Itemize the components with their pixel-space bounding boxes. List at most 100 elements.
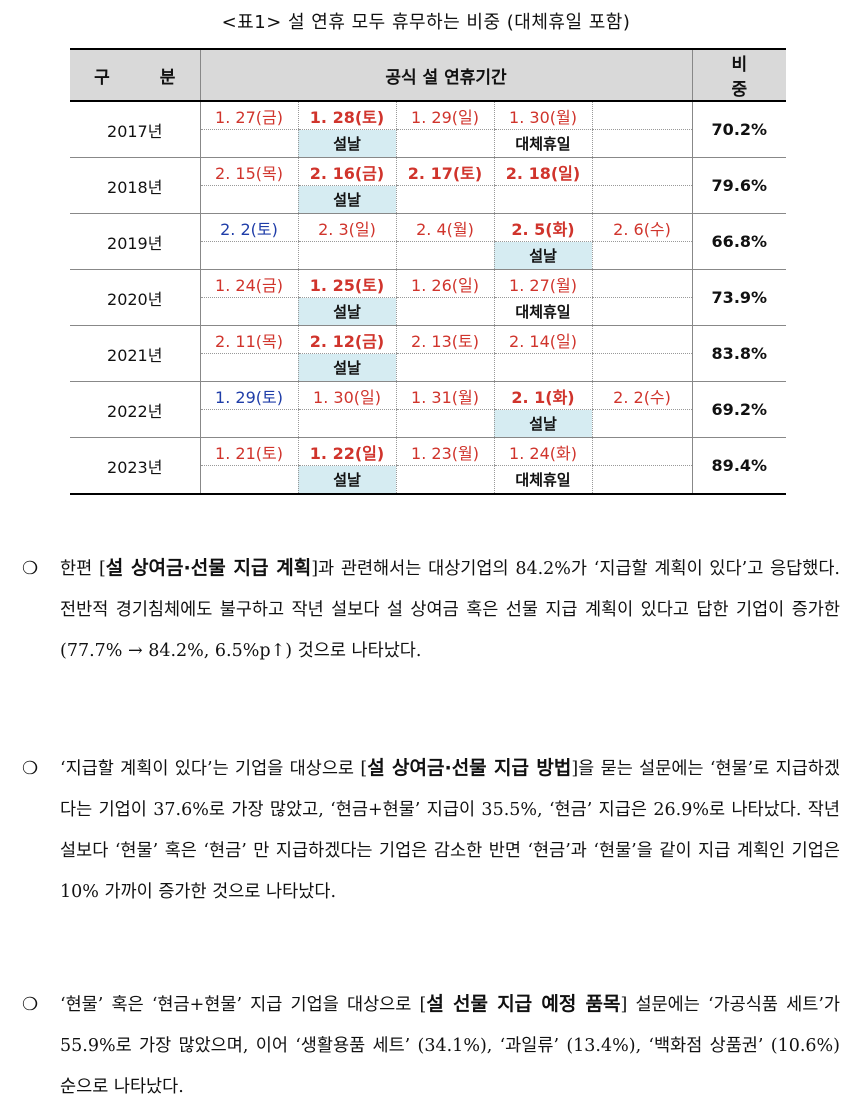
holiday-label-cell: [200, 409, 298, 438]
bullet-icon: ❍: [22, 758, 39, 779]
bullet-icon: ❍: [22, 994, 39, 1015]
date-cell: 1. 23(월): [395, 437, 494, 466]
holiday-label-cell: 대체휴일: [493, 129, 592, 158]
date-cell: [591, 101, 693, 130]
year-cell: 2020년: [70, 269, 201, 326]
ratio-cell: 66.8%: [691, 213, 787, 270]
date-cell: [591, 437, 693, 466]
holiday-label-cell: [395, 185, 494, 214]
header-period: 공식 설 연휴기간: [200, 48, 693, 102]
date-cell: [591, 157, 693, 186]
text-after: ]과 관련해서는 대상기업의 84.2%가 ‘지급할 계획이 있다’고 응답했다…: [60, 559, 840, 661]
paragraph-bonus-plan: ❍ 한편 [설 상여금·선물 지급 계획]과 관련해서는 대상기업의 84.2%…: [22, 548, 840, 672]
date-cell: 1. 31(월): [395, 381, 494, 410]
holiday-label-cell: [395, 465, 494, 495]
holiday-label-cell: [591, 465, 693, 495]
table-row-labels: 설날: [70, 185, 786, 214]
date-cell: 1. 29(토): [200, 381, 298, 410]
date-cell: 2. 1(화): [493, 381, 592, 410]
table-body: 2017년 1. 27(금) 1. 28(토) 1. 29(일) 1. 30(월) 70.…: [70, 101, 787, 495]
table-row: 2022년 1. 29(토) 1. 30(일) 1. 31(월) 2. 1(화) 2. 2…: [70, 381, 787, 438]
date-cell: 2. 12(금): [297, 325, 396, 354]
table-row: 2018년 2. 15(목) 2. 16(금) 2. 17(토) 2. 18(일) 79.…: [70, 157, 787, 214]
holiday-label-cell: [200, 185, 298, 214]
header-ratio: 비 중: [691, 48, 787, 102]
table-row-labels: 설날 대체휴일: [70, 465, 786, 495]
table-row: 2020년 1. 24(금) 1. 25(토) 1. 26(일) 1. 27(월) 73.…: [70, 269, 787, 326]
ratio-cell: 70.2%: [691, 101, 787, 158]
holiday-label-cell: [493, 353, 592, 382]
date-cell: 1. 24(화): [493, 437, 592, 466]
text-before: ‘현물’ 혹은 ‘현금+현물’ 지급 기업을 대상으로 [: [60, 995, 427, 1015]
paragraph-text: 한편 [설 상여금·선물 지급 계획]과 관련해서는 대상기업의 84.2%가 …: [60, 548, 840, 672]
date-cell: 1. 27(금): [200, 101, 298, 130]
holiday-label-cell: [200, 241, 298, 270]
ratio-cell: 83.8%: [691, 325, 787, 382]
paragraph-text: ‘지급할 계획이 있다’는 기업을 대상으로 [설 상여금·선물 지급 방법]을…: [60, 748, 840, 913]
year-cell: 2023년: [70, 437, 201, 495]
date-cell: 2. 11(목): [200, 325, 298, 354]
holiday-table: 구 분 공식 설 연휴기간 비 중 2017년 1. 27(금) 1. 28(토) 1…: [70, 48, 787, 495]
holiday-label-cell: [395, 353, 494, 382]
date-cell: 2. 4(월): [395, 213, 494, 242]
ratio-cell: 79.6%: [691, 157, 787, 214]
holiday-label-cell: [395, 297, 494, 326]
date-cell: 1. 26(일): [395, 269, 494, 298]
year-cell: 2021년: [70, 325, 201, 382]
holiday-label-cell: [395, 241, 494, 270]
table-row-labels: 설날 대체휴일: [70, 297, 786, 326]
date-cell: 1. 29(일): [395, 101, 494, 130]
holiday-label-cell: 대체휴일: [493, 465, 592, 495]
holiday-label-cell: 설날: [297, 129, 396, 158]
date-cell: 1. 28(토): [297, 101, 396, 130]
header-year: 구 분: [70, 48, 201, 102]
date-cell: 1. 22(일): [297, 437, 396, 466]
holiday-label-cell: [591, 409, 693, 438]
text-before: ‘지급할 계획이 있다’는 기업을 대상으로 [: [60, 759, 368, 779]
date-cell: 2. 13(토): [395, 325, 494, 354]
holiday-label-cell: [200, 465, 298, 495]
date-cell: 1. 25(토): [297, 269, 396, 298]
holiday-label-cell: [297, 241, 396, 270]
paragraph-gift-items: ❍ ‘현물’ 혹은 ‘현금+현물’ 지급 기업을 대상으로 [설 선물 지급 예…: [22, 984, 840, 1108]
year-cell: 2022년: [70, 381, 201, 438]
table-row-labels: 설날: [70, 241, 786, 270]
text-after: ]을 묻는 설문에는 ‘현물’로 지급하겠다는 기업이 37.6%로 가장 많았…: [60, 759, 840, 902]
date-cell: [591, 269, 693, 298]
table-row-labels: 설날 대체휴일: [70, 129, 786, 158]
holiday-label-cell: [591, 353, 693, 382]
holiday-label-cell: 설날: [297, 353, 396, 382]
year-cell: 2017년: [70, 101, 201, 158]
holiday-label-cell: 설날: [297, 297, 396, 326]
holiday-label-cell: [395, 409, 494, 438]
highlight-text: 설 상여금·선물 지급 계획: [105, 557, 312, 579]
bullet-icon: ❍: [22, 558, 39, 579]
holiday-label-cell: [200, 353, 298, 382]
date-cell: 2. 14(일): [493, 325, 592, 354]
paragraph-payment-method: ❍ ‘지급할 계획이 있다’는 기업을 대상으로 [설 상여금·선물 지급 방법…: [22, 748, 840, 913]
highlight-text: 설 선물 지급 예정 품목: [426, 993, 621, 1015]
date-cell: 2. 17(토): [395, 157, 494, 186]
date-cell: 2. 2(토): [200, 213, 298, 242]
holiday-label-cell: [591, 241, 693, 270]
holiday-label-cell: [297, 409, 396, 438]
date-cell: 1. 30(월): [493, 101, 592, 130]
date-cell: 2. 18(일): [493, 157, 592, 186]
table-row: 2021년 2. 11(목) 2. 12(금) 2. 13(토) 2. 14(일) 83.…: [70, 325, 787, 382]
table-row-labels: 설날: [70, 353, 786, 382]
text-after: ] 설문에는 ‘가공식품 세트’가 55.9%로 가장 많았으며, 이어 ‘생활…: [60, 995, 840, 1097]
holiday-label-cell: [591, 297, 693, 326]
table-row-labels: 설날: [70, 409, 786, 438]
paragraph-text: ‘현물’ 혹은 ‘현금+현물’ 지급 기업을 대상으로 [설 선물 지급 예정 …: [60, 984, 840, 1108]
holiday-label-cell: [200, 297, 298, 326]
date-cell: [591, 325, 693, 354]
holiday-label-cell: [493, 185, 592, 214]
date-cell: 2. 2(수): [591, 381, 693, 410]
date-cell: 2. 6(수): [591, 213, 693, 242]
ratio-cell: 73.9%: [691, 269, 787, 326]
holiday-label-cell: 설날: [297, 185, 396, 214]
holiday-label-cell: 설날: [493, 241, 592, 270]
holiday-label-cell: [395, 129, 494, 158]
table-row: 2023년 1. 21(토) 1. 22(일) 1. 23(월) 1. 24(화) 89.…: [70, 437, 787, 495]
